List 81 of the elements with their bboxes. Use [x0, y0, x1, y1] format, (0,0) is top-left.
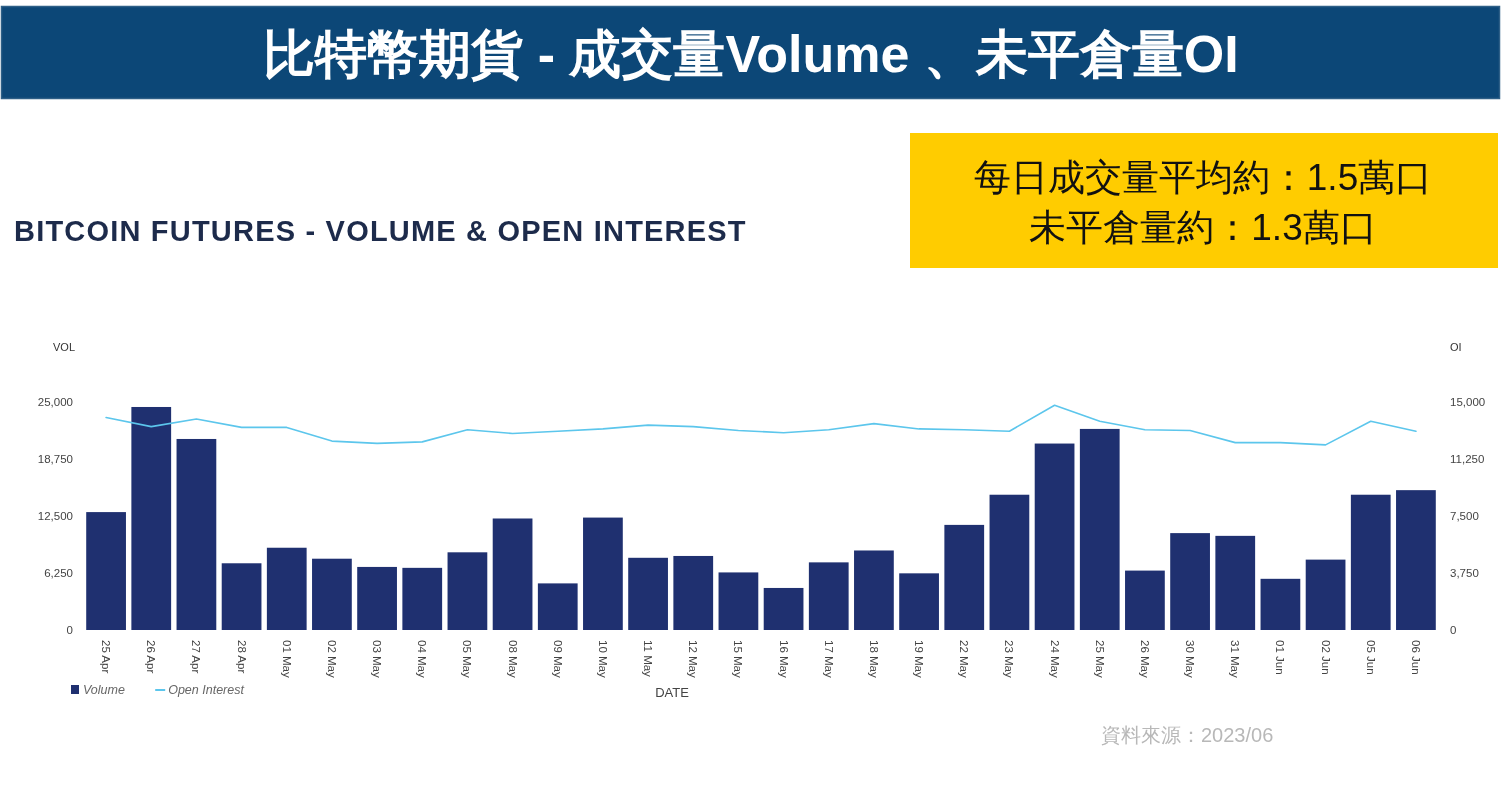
y-tick-label: 0: [66, 624, 73, 636]
bar: [763, 587, 804, 630]
bar: [1350, 494, 1391, 630]
bar: [1125, 570, 1165, 630]
y-axis-title: VOL: [53, 341, 76, 353]
y2-tick-label: 3,750: [1450, 566, 1479, 579]
y-tick-label: 25,000: [37, 395, 73, 408]
bar: [131, 406, 172, 630]
y2-tick-label: 0: [1450, 624, 1457, 636]
x-tick-label: 19 May: [913, 640, 926, 678]
y2-tick-label: 15,000: [1450, 395, 1486, 408]
bar: [808, 562, 849, 630]
bar: [221, 563, 262, 630]
x-tick-label: 30 May: [1184, 640, 1197, 678]
bar: [583, 517, 623, 630]
x-tick-label: 15 May: [732, 640, 745, 678]
legend-label: Open Interest: [168, 683, 245, 697]
bar: [537, 583, 578, 630]
x-tick-label: 09 May: [551, 640, 564, 678]
x-tick-label: 04 May: [416, 640, 429, 678]
x-tick-label: 12 May: [687, 640, 700, 678]
x-tick-label: 24 May: [1048, 640, 1061, 678]
x-tick-label: 18 May: [867, 640, 880, 678]
x-axis-title: DATE: [655, 685, 690, 700]
bar: [718, 572, 759, 630]
x-tick-label: 28 Apr: [235, 640, 248, 674]
y-tick-label: 12,500: [37, 509, 73, 522]
bar: [357, 566, 397, 630]
bar: [492, 518, 533, 630]
bar: [1305, 559, 1346, 630]
chart-subtitle: BITCOIN FUTURES - VOLUME & OPEN INTEREST: [14, 215, 747, 247]
chart-title: 比特幣期貨 - 成交量Volume 、未平倉量OI: [263, 25, 1239, 83]
bar: [86, 512, 126, 630]
y2-axis-title: OI: [1450, 341, 1462, 353]
bar: [1396, 490, 1436, 630]
y-tick-label: 18,750: [37, 452, 73, 465]
x-tick-label: 01 Jun: [1274, 640, 1287, 675]
bar: [899, 573, 939, 630]
bar: [944, 524, 985, 630]
text: 未平倉量約：1.3萬口: [1029, 207, 1377, 248]
bar: [1170, 533, 1210, 630]
bar: [628, 557, 668, 630]
x-tick-label: 02 Jun: [1319, 640, 1332, 675]
x-tick-label: 08 May: [506, 640, 519, 678]
bar: [312, 558, 352, 630]
x-tick-label: 02 May: [325, 640, 338, 678]
y2-tick-label: 7,500: [1450, 509, 1479, 522]
bar: [1260, 578, 1301, 630]
y2-tick-label: 11,250: [1450, 452, 1485, 465]
x-tick-label: 05 Jun: [1364, 640, 1377, 675]
x-tick-label: 27 Apr: [190, 640, 203, 674]
bar: [1215, 535, 1256, 630]
line-series: [105, 404, 1417, 446]
bar: [854, 550, 894, 630]
x-tick-label: 01 May: [280, 640, 293, 678]
bar: [989, 494, 1030, 630]
x-tick-label: 25 Apr: [100, 640, 113, 674]
x-tick-label: 05 May: [461, 640, 474, 678]
bar: [1034, 443, 1075, 630]
x-tick-label: 26 Apr: [145, 640, 158, 674]
bar: [447, 552, 488, 630]
bar: [402, 567, 443, 630]
x-tick-label: 06 Jun: [1409, 640, 1422, 675]
x-tick-label: 22 May: [958, 640, 971, 678]
text: 每日成交量平均約：1.5萬口: [973, 157, 1433, 198]
x-tick-label: 16 May: [777, 640, 790, 678]
legend-label: Volume: [83, 683, 125, 697]
x-tick-label: 11 May: [642, 640, 655, 678]
bar: [176, 438, 217, 630]
bar: [266, 547, 307, 630]
source-note: 資料來源：2023/06: [1101, 724, 1274, 746]
x-tick-label: 26 May: [1138, 640, 1151, 678]
x-tick-label: 23 May: [1003, 640, 1016, 678]
x-tick-label: 31 May: [1229, 640, 1242, 678]
x-tick-label: 17 May: [822, 640, 835, 678]
bar: [1079, 428, 1120, 630]
x-tick-label: 25 May: [1093, 640, 1106, 678]
x-tick-label: 10 May: [596, 640, 609, 678]
y-tick-label: 6,250: [44, 566, 73, 579]
bar: [673, 555, 714, 630]
x-tick-label: 03 May: [371, 640, 384, 678]
